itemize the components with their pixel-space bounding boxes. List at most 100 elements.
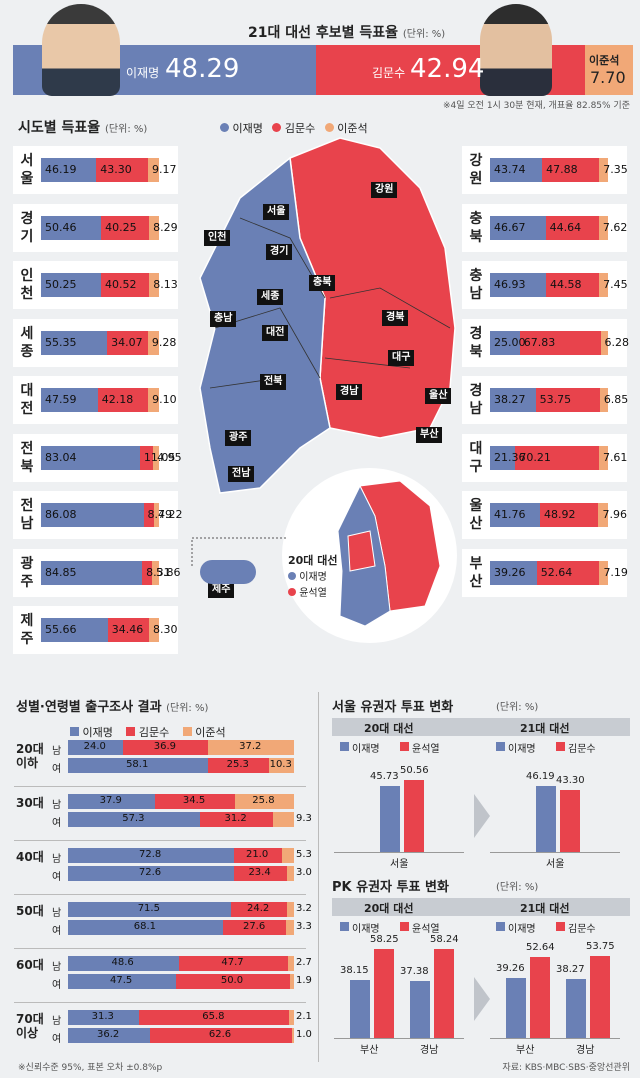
regional-title: 시도별 득표율 (단위: %) bbox=[18, 117, 147, 137]
region-value-kim: 34.07 bbox=[111, 335, 143, 349]
exit-bar-lee bbox=[68, 920, 224, 935]
legend-kim: 김문수 bbox=[284, 122, 316, 135]
pk_change-value-a: 38.27 bbox=[556, 964, 585, 976]
source-note: 자료: KBS·MBC·SBS·중앙선관위 bbox=[502, 1063, 630, 1073]
region-card: 부 산 39.26 52.64 7.19 bbox=[462, 548, 628, 597]
exit-value-kim: 23.4 bbox=[248, 867, 271, 878]
pk_change-category: 경남 bbox=[576, 1045, 595, 1056]
region-bar-kim bbox=[97, 388, 149, 412]
exit-bar-lee bbox=[68, 866, 234, 881]
exit-value-jun: 37.2 bbox=[239, 741, 262, 752]
region-bar-jun bbox=[149, 273, 159, 297]
seoul_change-bar-b bbox=[560, 789, 580, 852]
pk_change-legend-swatch-a bbox=[496, 922, 505, 931]
region-name-char: 대 bbox=[469, 440, 483, 457]
seoul_change-legend-b: 윤석열 bbox=[412, 744, 440, 755]
region-card: 충 남 46.93 44.58 7.45 bbox=[462, 261, 628, 309]
region-value-kim: 44.58 bbox=[549, 278, 582, 291]
seoul_change-baseline bbox=[490, 852, 620, 853]
region-name-char: 광 bbox=[20, 555, 34, 572]
korea-map bbox=[199, 137, 456, 494]
region-name-char: 울 bbox=[469, 498, 483, 514]
inset-legend-lee-text: 이재명 bbox=[299, 572, 327, 583]
region-bar-jun bbox=[599, 388, 608, 412]
exit-bar-lee bbox=[68, 902, 232, 917]
exit-group-label-line: 이상 bbox=[16, 1026, 39, 1040]
banner-note: ※4일 오전 1시 30분 현재, 개표율 82.85% 기준 bbox=[442, 101, 630, 111]
regional-legend: 이재명 김문수 이준석 bbox=[220, 120, 368, 136]
seoul_change-bar-b bbox=[404, 779, 424, 852]
region-name-char: 남 bbox=[469, 286, 483, 302]
pk_change-value-a: 38.15 bbox=[340, 964, 369, 976]
pk_change-bar-b bbox=[590, 955, 610, 1038]
region-value-jun: 7.45 bbox=[603, 278, 628, 291]
exit-bar-lee bbox=[68, 1010, 140, 1025]
exit-bar-jun bbox=[289, 974, 294, 989]
region-value-lee: 86.08 bbox=[45, 508, 77, 521]
exit-bar-jun bbox=[269, 758, 294, 773]
region-value-kim: 43.30 bbox=[100, 163, 132, 176]
exit-group-label: 60대 bbox=[16, 958, 48, 972]
inset-legend-yoon: 윤석열 bbox=[288, 586, 327, 602]
exit-poll-unit: (단위: %) bbox=[166, 703, 209, 714]
exit-legend-lee: 이재명 bbox=[82, 726, 113, 739]
exit-value-kim: 36.9 bbox=[153, 741, 177, 752]
pk_change-value-b: 58.25 bbox=[370, 933, 399, 945]
exit-bar-kim bbox=[200, 812, 273, 827]
exit-legend-jun: 이준석 bbox=[195, 726, 226, 739]
region-bar-jun bbox=[599, 158, 608, 182]
region-bar-lee bbox=[41, 158, 97, 182]
exit-value-lee: 24.0 bbox=[83, 741, 106, 752]
exit-group-divider bbox=[14, 786, 306, 787]
exit-value-lee: 68.1 bbox=[133, 921, 156, 932]
exit-poll-title-text: 성별·연령별 출구조사 결과 bbox=[16, 700, 162, 715]
region-bar-lee bbox=[490, 503, 540, 527]
exit-gender-label: 여 bbox=[52, 764, 62, 775]
inset-legend-lee: 이재명 bbox=[288, 570, 327, 586]
map-region-label: 충남 bbox=[210, 311, 237, 327]
region-name-char: 경 bbox=[469, 383, 483, 399]
map-region-label: 광주 bbox=[225, 430, 252, 446]
exit-group-label: 70대 이상 bbox=[16, 1012, 48, 1040]
seoul_change-bar-a bbox=[380, 786, 400, 852]
region-value-kim: 47.88 bbox=[546, 163, 578, 176]
region-value-kim: 53.75 bbox=[539, 393, 572, 406]
exit-bar-jun bbox=[291, 1028, 294, 1043]
region-value-lee: 25.00 bbox=[494, 335, 526, 349]
map-region-label: 부산 bbox=[416, 427, 443, 443]
exit-bar-lee bbox=[68, 740, 124, 755]
seoul_change-arrow bbox=[474, 794, 490, 838]
exit-bar-lee bbox=[68, 974, 176, 989]
region-name-char: 전 bbox=[20, 401, 34, 417]
region-value-lee: 84.85 bbox=[45, 565, 77, 579]
region-bar-lee bbox=[41, 215, 102, 240]
region-value-kim: 40.52 bbox=[104, 278, 137, 291]
region-name-char: 경 bbox=[20, 210, 34, 227]
seoul_change-legend-swatch-a bbox=[340, 742, 349, 751]
total-kim-value: 42.94 bbox=[410, 54, 485, 84]
total-jun-name: 이준석 bbox=[589, 54, 620, 67]
seoul_change-header: 21대 대선 bbox=[520, 722, 570, 735]
exit-group-label-line: 40대 bbox=[16, 850, 44, 864]
region-name-char: 전 bbox=[20, 498, 34, 514]
pk_change-legend-swatch-a bbox=[340, 922, 349, 931]
total-lee-name: 이재명 bbox=[126, 66, 160, 80]
regional-title-text: 시도별 득표율 bbox=[18, 120, 101, 136]
region-name-char: 구 bbox=[469, 458, 483, 475]
region-card: 대 전 47.59 42.18 9.10 bbox=[13, 376, 178, 424]
region-card: 강 원 43.74 47.88 7.35 bbox=[462, 146, 628, 194]
region-value-jun: 9.10 bbox=[152, 393, 177, 406]
region-value-kim: 8.79 bbox=[147, 508, 173, 521]
pk_change-legend-swatch-b bbox=[556, 922, 565, 931]
exit-bar-jun bbox=[286, 920, 294, 935]
exit-group-label-line: 50대 bbox=[16, 904, 44, 918]
exit-value-jun: 10.3 bbox=[269, 759, 292, 770]
exit-value-lee: 72.6 bbox=[138, 867, 162, 878]
pk_change-value-b: 58.24 bbox=[430, 933, 459, 945]
exit-value-lee: 57.3 bbox=[122, 813, 145, 824]
region-bar-kim bbox=[536, 560, 600, 585]
region-bar-kim bbox=[139, 445, 154, 470]
region-bar-lee bbox=[41, 445, 140, 470]
